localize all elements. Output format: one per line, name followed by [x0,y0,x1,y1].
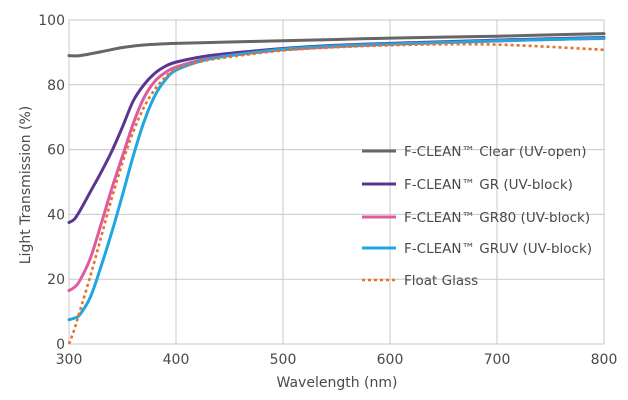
x-tick-label: 400 [163,352,190,368]
x-axis-title: Wavelength (nm) [277,375,398,391]
series-line-gr-uv-block [67,36,606,224]
y-tick-label: 40 [47,207,65,223]
grid [68,19,605,345]
y-tick-label: 100 [38,13,65,29]
series-line-clear-uv-open [67,32,606,58]
x-tick-label: 300 [56,352,83,368]
x-tick-label: 700 [484,352,511,368]
y-tick-label: 80 [47,78,65,94]
y-tick-label: 20 [47,272,65,288]
x-tick-label: 600 [377,352,404,368]
plot-frame [68,19,605,345]
series-line-gruv-uv-block [67,36,606,322]
legend-label-gr-uv-block: F-CLEAN™ GR (UV-block) [404,177,573,193]
x-tick-label: 800 [591,352,618,368]
y-axis-title: Light Transmission (%) [18,106,34,265]
y-tick-label: 60 [47,143,65,159]
legend-label-gr80-uv-block: F-CLEAN™ GR80 (UV-block) [404,210,590,226]
y-tick-label: 0 [56,337,65,353]
legend: F-CLEAN™ Clear (UV-open) F-CLEAN™ GR (UV-… [362,144,592,289]
x-tick-label: 500 [270,352,297,368]
legend-label-float-glass: Float Glass [404,273,478,289]
series-line-float-glass [67,42,605,345]
tick-labels: 0 20 40 60 80 100 300 400 500 600 700 800 [38,13,617,368]
legend-label-gruv-uv-block: F-CLEAN™ GRUV (UV-block) [404,241,592,257]
series-layer [67,32,606,345]
legend-label-clear-uv-open: F-CLEAN™ Clear (UV-open) [404,144,587,160]
